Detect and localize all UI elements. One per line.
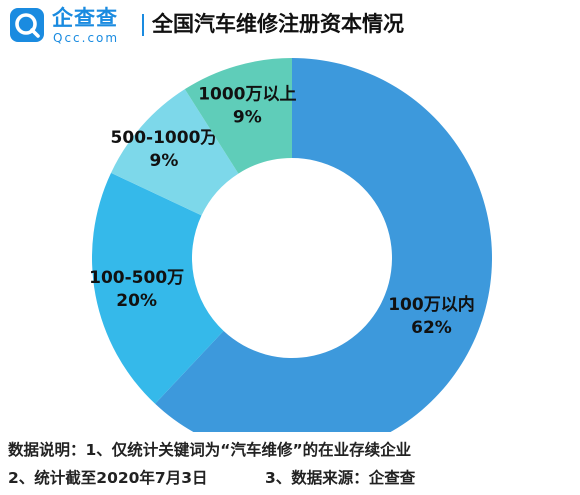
donut-slice-2 <box>92 172 224 404</box>
slice-category-label: 100万以内 <box>388 294 475 315</box>
slice-label-4: 1000万以上 9% <box>198 84 296 127</box>
qcc-logo-icon <box>10 8 44 42</box>
donut-slice-1 <box>155 58 493 432</box>
slice-value-label: 20% <box>116 291 157 311</box>
slice-category-label: 1000万以上 <box>198 84 296 104</box>
slice-label-2: 100-500万 20% <box>89 268 184 311</box>
header: 企查查 Qcc.com 全国汽车维修注册资本情况 <box>0 0 580 52</box>
slice-label-3: 500-1000万 9% <box>111 128 218 171</box>
slice-category-label: 100-500万 <box>89 268 184 288</box>
data-source-note: 3、数据来源：企查查 <box>265 469 416 487</box>
donut-slice-4 <box>184 58 292 174</box>
data-note-line2: 2、统计截至2020年7月3日 <box>8 469 208 487</box>
slice-category-label: 500-1000万 <box>111 128 218 148</box>
slice-value-label: 9% <box>233 107 262 127</box>
donut-chart: 100万以内 62% 100-500万 20% 500-1000万 9% 1000万以上 9% <box>89 58 493 432</box>
slice-value-label: 62% <box>411 318 452 338</box>
page-title: 全国汽车维修注册资本情况 <box>152 12 404 36</box>
brand-domain: Qcc.com <box>53 31 120 45</box>
slice-value-label: 9% <box>150 151 179 171</box>
data-note-line1: 数据说明：1、仅统计关键词为“汽车维修”的在业存续企业 <box>8 441 412 459</box>
title-divider <box>142 14 144 36</box>
slice-label-1: 100万以内 62% <box>388 294 475 338</box>
donut-slice-3 <box>111 89 239 216</box>
brand-name: 企查查 <box>52 6 118 30</box>
